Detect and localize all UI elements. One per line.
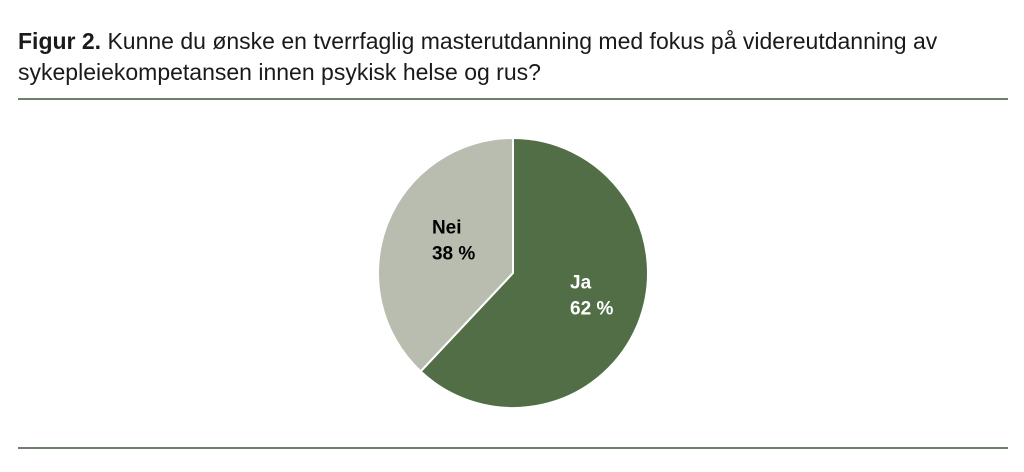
slice-category: Ja <box>570 272 592 293</box>
top-rule <box>18 98 1008 100</box>
slice-value-label: 62 % <box>570 298 613 319</box>
bottom-rule <box>18 447 1008 449</box>
slice-value-label: 38 % <box>432 244 475 265</box>
slice-category: Nei <box>432 218 462 239</box>
figure-label: Figur 2. <box>18 28 102 54</box>
pie-slice <box>377 136 514 373</box>
title-text: Kunne du ønske en tverrfaglig masterutda… <box>18 28 938 85</box>
pie-slice <box>419 136 649 409</box>
chart-title: Figur 2. Kunne du ønske en tverrfaglig m… <box>18 26 1008 88</box>
